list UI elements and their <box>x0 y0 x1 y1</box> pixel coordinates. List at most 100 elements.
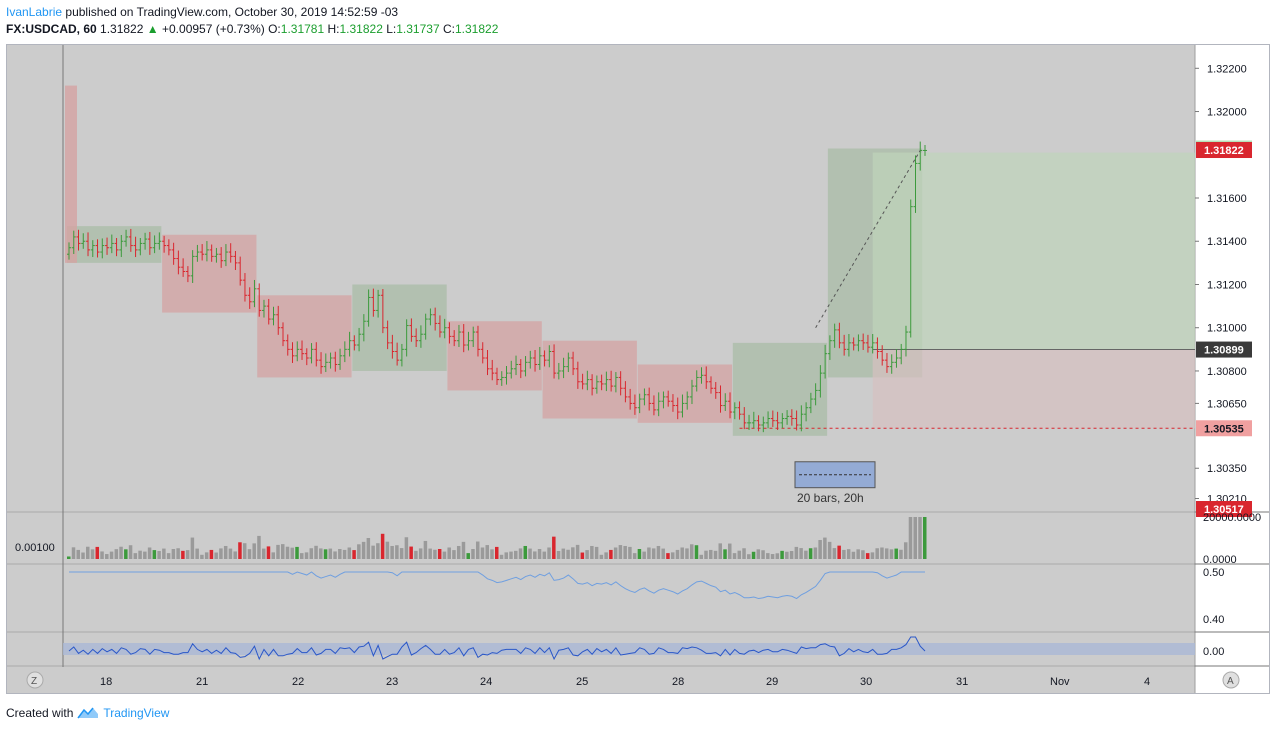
time-tick-label: 24 <box>480 676 492 688</box>
volume-bar <box>157 551 161 559</box>
volume-bar <box>585 550 589 559</box>
volume-bar <box>114 549 119 559</box>
zoom-left-button[interactable]: Z <box>26 671 44 689</box>
created-with-text: Created with <box>6 706 74 720</box>
volume-bar <box>76 549 81 559</box>
range-box <box>637 364 733 423</box>
volume-bar <box>823 537 827 559</box>
volume-bar <box>623 545 627 559</box>
time-tick-label: 23 <box>386 676 398 688</box>
volume-bar <box>124 549 128 559</box>
svg-text:Z: Z <box>31 676 37 687</box>
range-box <box>732 342 828 436</box>
volume-bar <box>499 554 504 559</box>
close-label: C: <box>442 22 455 36</box>
indicator-pane[interactable] <box>7 565 1195 631</box>
svg-text:A: A <box>1227 676 1234 687</box>
time-tick-label: 18 <box>100 676 112 688</box>
volume-bar <box>732 553 737 559</box>
volume-bar <box>837 545 841 559</box>
volume-bar <box>247 549 252 559</box>
volume-bar <box>257 535 261 559</box>
ohlc-line: FX:USDCAD, 60 1.31822 ▲ +0.00957 (+0.73%… <box>6 22 498 36</box>
time-tick-label: 4 <box>1144 676 1150 688</box>
volume-bar <box>86 546 90 559</box>
author-name[interactable]: IvanLabrie <box>6 5 63 19</box>
volume-bar <box>709 549 713 559</box>
chart-svg[interactable]: 1.32200 1.32000 1.31600 1.31400 1.31200 1.310… <box>7 45 1269 693</box>
indicator-tick-high: 0.50 <box>1203 567 1224 579</box>
volume-bar <box>399 548 404 559</box>
volume-bar <box>889 549 894 559</box>
low-value: 1.31737 <box>396 22 440 36</box>
measure-label: 20 bars, 20h <box>797 491 864 505</box>
volume-bar <box>100 551 104 559</box>
volume-bar <box>580 552 585 559</box>
price-tick-label: 1.31400 <box>1207 236 1247 248</box>
volume-bar <box>737 550 742 559</box>
volume-bar <box>865 553 870 559</box>
time-axis[interactable] <box>7 667 1195 693</box>
price-label: 1.31822 <box>1204 145 1244 157</box>
volume-bar <box>780 550 784 559</box>
volume-bar <box>295 546 299 559</box>
volume-bar <box>899 549 903 559</box>
publish-line: IvanLabrie published on TradingView.com,… <box>6 5 398 19</box>
volume-bar <box>718 543 723 559</box>
time-tick-label: 29 <box>766 676 778 688</box>
trend-line <box>815 150 921 328</box>
volume-bar <box>651 548 656 559</box>
price-tick-label: 1.32200 <box>1207 63 1247 75</box>
volume-bar <box>704 550 708 559</box>
volume-bar <box>338 549 342 559</box>
volume-tick-high: 20000.0000 <box>1203 512 1261 524</box>
range-box <box>352 284 447 371</box>
low-label: L: <box>386 22 397 36</box>
volume-bar <box>518 548 523 559</box>
auto-scale-button[interactable]: A <box>1222 671 1240 689</box>
chart-frame[interactable]: 1.32200 1.32000 1.31600 1.31400 1.31200 1.310… <box>6 44 1270 694</box>
volume-bar <box>870 552 875 559</box>
volume-bar <box>514 550 518 559</box>
time-tick-label: 25 <box>576 676 588 688</box>
volume-bar <box>281 544 285 559</box>
volume-left-label: 0.00100 <box>15 542 55 554</box>
price-tick-label: 1.31600 <box>1207 193 1247 205</box>
tradingview-brand[interactable]: TradingView <box>103 706 170 720</box>
volume-bar <box>918 517 922 559</box>
volume-bar <box>442 551 447 559</box>
volume-bar <box>699 554 703 559</box>
volume-bar <box>751 551 756 559</box>
price-label-bg <box>1196 142 1252 159</box>
volume-bar <box>575 544 580 559</box>
volume-bar <box>680 547 684 559</box>
volume-bar <box>428 548 432 559</box>
range-box <box>65 85 77 263</box>
volume-bar <box>181 550 185 559</box>
volume-bar <box>162 548 166 559</box>
volume-bar <box>209 549 214 559</box>
close-value: 1.31822 <box>454 22 499 36</box>
volume-bar <box>433 549 437 559</box>
volume-bar <box>747 554 751 559</box>
volume-bar <box>670 552 675 559</box>
volume-bar <box>761 550 765 559</box>
open-value: 1.31781 <box>280 22 325 36</box>
volume-bar <box>105 554 109 559</box>
volume-bar <box>461 541 466 559</box>
time-tick-label: 30 <box>860 676 872 688</box>
price-tick-label: 1.30800 <box>1207 366 1247 378</box>
volume-bar <box>366 538 371 559</box>
position-loss-zone <box>872 349 1195 429</box>
volume-bar <box>827 541 832 559</box>
volume-bar <box>875 548 879 559</box>
volume-bar <box>685 548 689 559</box>
footer: Created with TradingView <box>6 706 169 720</box>
volume-bar <box>67 556 71 559</box>
volume-bar <box>261 548 266 559</box>
time-tick-label: 28 <box>672 676 684 688</box>
volume-bar <box>775 553 780 559</box>
volume-bar <box>542 551 547 559</box>
volume-bar <box>81 552 85 559</box>
volume-bar <box>418 548 423 559</box>
